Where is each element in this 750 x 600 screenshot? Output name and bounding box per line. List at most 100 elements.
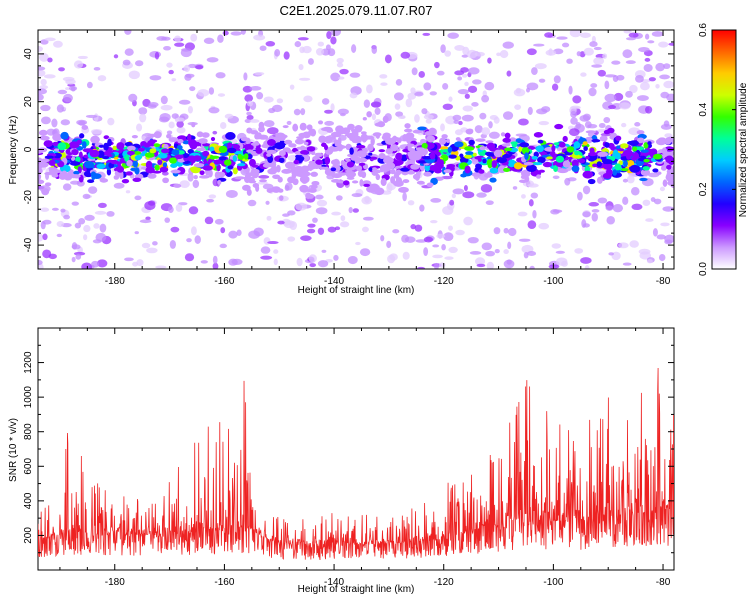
spectrogram-speckle <box>370 101 382 108</box>
spectrogram-blob <box>300 150 309 155</box>
spectrogram-speckle <box>481 127 491 136</box>
snr-y-label: SNR (10 * v/v) <box>8 418 19 482</box>
spectrogram-blob <box>340 160 345 166</box>
spectrogram-speckle <box>423 114 434 120</box>
spectrogram-speckle <box>246 114 254 121</box>
spectrogram-blob <box>317 120 324 125</box>
spectrogram-blob <box>489 167 499 174</box>
spectrogram-blob <box>255 132 262 140</box>
spectrogram-speckle <box>246 100 254 107</box>
spectrogram-speckle <box>608 104 617 110</box>
spectrogram-blob <box>531 155 538 160</box>
spectrogram-speckle <box>394 103 401 110</box>
spectrogram-speckle <box>664 239 673 245</box>
spectrogram-blob <box>287 176 296 184</box>
spectrogram-speckle <box>206 57 219 63</box>
spectrogram-speckle <box>531 67 538 76</box>
spectrogram-blob <box>310 184 318 189</box>
spectrogram-speckle <box>134 195 142 201</box>
spectrogram-speckle <box>608 252 614 256</box>
spectrogram-blob <box>188 139 197 147</box>
spectrogram-blob <box>639 177 648 182</box>
spectrogram-blob <box>599 135 608 142</box>
spectrogram-speckle <box>263 96 274 103</box>
spectrogram-blob <box>107 138 112 147</box>
spectrogram-blob <box>574 150 580 156</box>
spectrogram-blob <box>182 140 190 145</box>
spectrogram-speckle <box>619 102 631 110</box>
spectrogram-speckle <box>220 227 226 234</box>
spectrogram-speckle <box>139 219 152 224</box>
spectrogram-blob <box>166 133 172 139</box>
spectrogram-blob <box>83 161 95 169</box>
spectrogram-blob <box>421 142 428 149</box>
spectrogram-blob <box>655 171 662 176</box>
spectrogram-blob <box>324 156 331 165</box>
spectrogram-speckle <box>113 182 125 189</box>
spectrogram-blob <box>526 164 537 172</box>
spectrogram-speckle <box>41 116 51 125</box>
spectrogram-speckle <box>274 49 281 57</box>
spectrogram-speckle <box>352 208 359 213</box>
spectrogram-speckle <box>430 220 438 224</box>
spectrogram-blob <box>537 139 544 144</box>
spectrogram-blob <box>116 142 125 150</box>
spectrogram-blob <box>583 146 588 152</box>
spectrogram-speckle <box>659 186 665 192</box>
spectrogram-blob <box>96 163 106 169</box>
spectrogram-speckle <box>293 108 301 116</box>
spectrogram-speckle <box>628 32 639 38</box>
spectrogram-speckle <box>660 123 672 130</box>
spectrogram-blob <box>267 168 278 175</box>
spectrogram-blob <box>169 157 177 164</box>
spectrogram-blob <box>154 164 160 171</box>
spectrogram-speckle <box>39 52 49 62</box>
spectrogram-blob <box>643 158 650 163</box>
y-tick-label: 400 <box>23 492 34 509</box>
spectrogram-blob <box>246 149 254 153</box>
spectrogram-speckle <box>321 98 330 105</box>
spectrogram-speckle <box>336 62 344 68</box>
spectrogram-blob <box>144 152 155 158</box>
spectrogram-speckle <box>447 32 459 39</box>
spectrogram-speckle <box>154 51 160 60</box>
spectrogram-blob <box>246 127 253 134</box>
spectrogram-blob <box>311 180 320 186</box>
spectrogram-speckle <box>136 259 144 267</box>
spectrogram-blob <box>378 152 386 160</box>
spectrogram-blob <box>277 134 288 139</box>
spectrogram-speckle <box>315 207 328 215</box>
spectrogram-blob <box>82 148 94 153</box>
spectrogram-blob <box>510 155 516 159</box>
spectrogram-blob <box>38 168 43 175</box>
spectrogram-blob <box>524 152 529 160</box>
spectrogram-blob <box>472 152 477 157</box>
spectrogram-blob <box>147 140 156 145</box>
spectrogram-speckle <box>506 70 512 77</box>
spectrogram-blob <box>496 157 508 164</box>
spectrogram-speckle <box>253 34 266 41</box>
spectrogram-speckle <box>206 198 215 203</box>
spectrogram-blob <box>278 150 286 157</box>
spectrogram-blob <box>368 167 373 172</box>
spectrogram-blob <box>400 154 408 162</box>
spectrogram-speckle <box>287 210 296 216</box>
spectrogram-speckle <box>444 50 452 57</box>
spectrogram-blob <box>330 131 342 138</box>
snr-line <box>38 368 674 561</box>
spectrogram-speckle <box>76 119 88 126</box>
spectrogram-speckle <box>380 235 385 242</box>
spectrogram-speckle <box>136 123 143 132</box>
spectrogram-speckle <box>379 74 388 79</box>
spectrogram-speckle <box>517 118 529 126</box>
spectrogram-speckle <box>593 57 605 66</box>
spectrogram-blob <box>501 143 511 147</box>
spectrogram-y-label: Frequency (Hz) <box>8 116 19 185</box>
spectrogram-speckle <box>588 202 600 207</box>
spectrogram-speckle <box>434 61 440 69</box>
spectrogram-blob <box>468 139 475 146</box>
spectrogram-speckle <box>580 32 591 38</box>
spectrogram-speckle <box>655 62 665 72</box>
spectrogram-speckle <box>86 81 93 89</box>
spectrogram-blob <box>79 133 85 139</box>
